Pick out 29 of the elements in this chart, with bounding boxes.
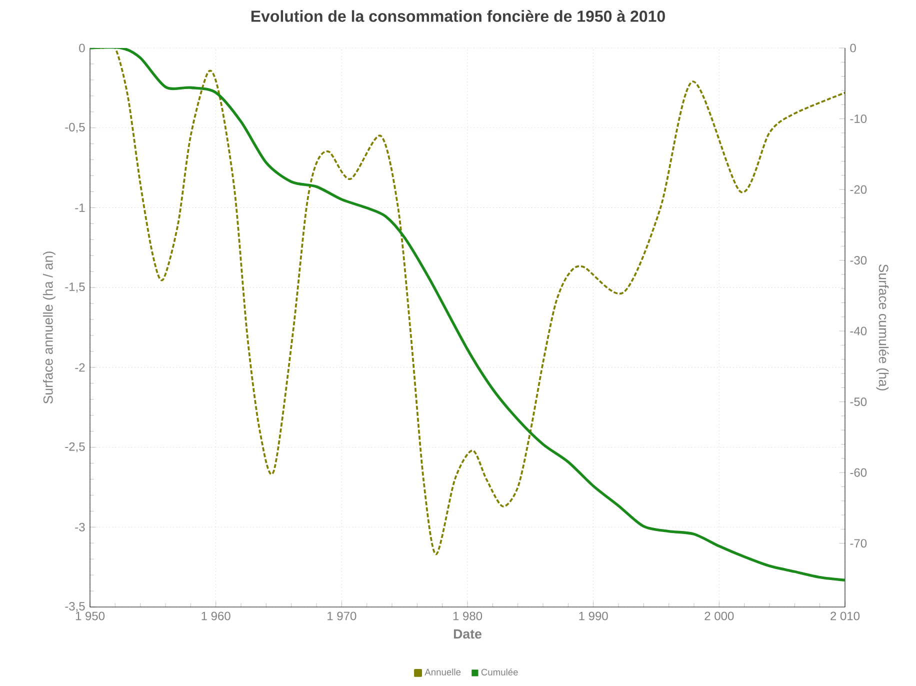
y2-tick-label: -10 (850, 114, 867, 124)
y2-axis-title: Surface cumulée (ha) (876, 264, 889, 390)
y2-tick-label: -70 (850, 539, 867, 548)
y-axis-title: Surface annuelle (ha / an) (43, 252, 56, 404)
x-tick-label: 1 980 (453, 612, 482, 620)
y-tick-label: -3,5 (65, 602, 85, 612)
y2-tick-label: -40 (850, 326, 867, 336)
y-tick-label: -3 (75, 522, 85, 532)
x-tick-label: 1 970 (328, 612, 356, 620)
y-tick-label: -1,5 (65, 282, 85, 292)
x-axis-title: Date (454, 629, 482, 639)
x-tick-label: 2 000 (704, 612, 734, 620)
x-tick-label: 1 990 (579, 612, 608, 620)
y-tick-label: -0,5 (65, 122, 85, 133)
x-tick-label: 2 010 (830, 612, 860, 620)
x-tick-label: 1 950 (76, 612, 105, 620)
chart-title: Evolution de la consommation foncière de 1950 à 2010 (251, 10, 665, 22)
y-tick-label: -2 (75, 363, 85, 372)
y2-tick-label: -30 (850, 256, 867, 265)
y2-tick-label: 0 (850, 44, 856, 52)
y2-tick-label: -50 (850, 398, 867, 406)
y2-tick-label: -20 (850, 185, 867, 194)
legend-label: Cumulée (481, 668, 518, 676)
y-tick-label: 0 (79, 44, 85, 52)
x-tick-label: 1 960 (202, 612, 230, 620)
y2-tick-label: -60 (850, 468, 867, 477)
y-tick-label: -2,5 (65, 442, 85, 452)
y-tick-label: -1 (75, 204, 85, 212)
legend-label: Annuelle (424, 668, 461, 676)
